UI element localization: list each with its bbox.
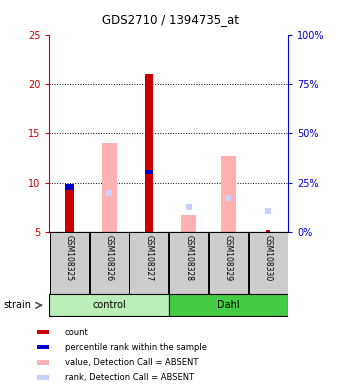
Bar [49, 294, 169, 316]
Bar [129, 232, 168, 294]
Bar [37, 360, 49, 365]
Bar [50, 232, 89, 294]
Text: value, Detection Call = ABSENT: value, Detection Call = ABSENT [65, 358, 198, 367]
Text: GSM108329: GSM108329 [224, 235, 233, 281]
Bar [90, 232, 129, 294]
Bar [102, 143, 117, 232]
Text: count: count [65, 328, 89, 336]
Text: GSM108330: GSM108330 [264, 235, 273, 281]
Bar [249, 232, 288, 294]
Text: GDS2710 / 1394735_at: GDS2710 / 1394735_at [102, 13, 239, 26]
Bar [37, 345, 49, 349]
Bar [37, 330, 49, 334]
Bar [221, 156, 236, 232]
Text: Dahl: Dahl [217, 300, 240, 310]
Text: GSM108327: GSM108327 [144, 235, 153, 281]
Text: GSM108325: GSM108325 [65, 235, 74, 281]
Bar [209, 232, 248, 294]
Text: rank, Detection Call = ABSENT: rank, Detection Call = ABSENT [65, 373, 194, 382]
Text: GSM108326: GSM108326 [105, 235, 114, 281]
Bar [169, 232, 208, 294]
Bar [37, 376, 49, 380]
Text: strain: strain [3, 300, 31, 310]
Bar [145, 169, 153, 174]
Bar [145, 74, 153, 232]
Bar [65, 190, 74, 232]
Text: percentile rank within the sample: percentile rank within the sample [65, 343, 207, 352]
Bar [181, 215, 196, 232]
Text: GSM108328: GSM108328 [184, 235, 193, 281]
Bar [65, 184, 74, 190]
Bar [169, 294, 288, 316]
Text: control: control [92, 300, 126, 310]
